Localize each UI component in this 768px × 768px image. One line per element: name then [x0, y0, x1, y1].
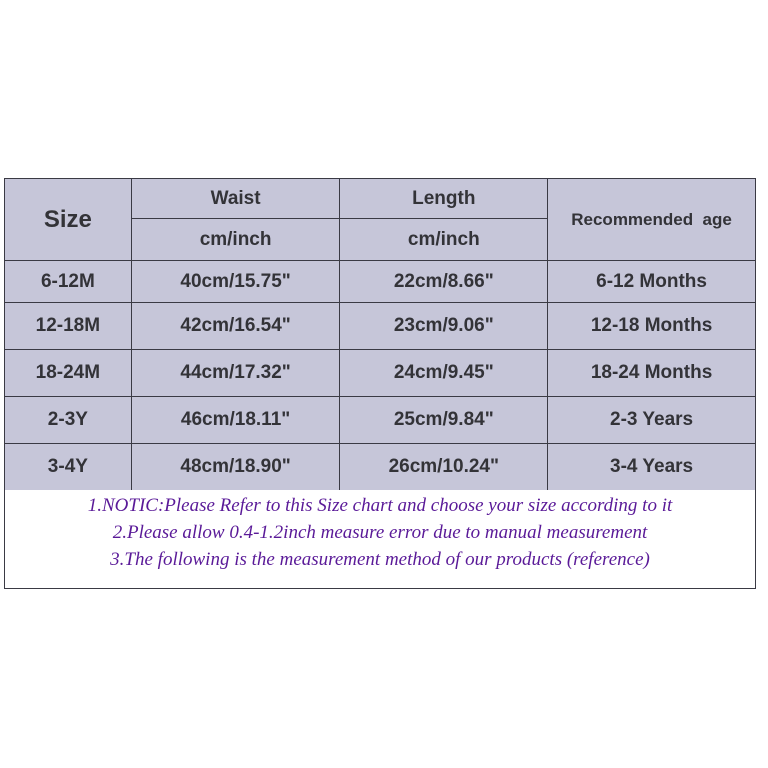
cell-length: 22cm/8.66": [339, 260, 549, 303]
cell-size: 6-12M: [4, 260, 132, 303]
table-row: 12-18M 42cm/16.54" 23cm/9.06" 12-18 Mont…: [4, 302, 756, 350]
note-1: 1.NOTIC:Please Refer to this Size chart …: [87, 495, 673, 516]
cell-length: 23cm/9.06": [339, 302, 549, 350]
cell-waist: 40cm/15.75": [130, 260, 341, 303]
cell-size: 3-4Y: [4, 443, 132, 491]
header-length-unit: cm/inch: [339, 218, 549, 261]
table-row: 18-24M 44cm/17.32" 24cm/9.45" 18-24 Mont…: [4, 349, 756, 397]
cell-length: 24cm/9.45": [339, 349, 549, 397]
header-length: Length: [339, 178, 549, 219]
note-3: 3.The following is the measurement metho…: [110, 549, 650, 570]
table-row: 3-4Y 48cm/18.90" 26cm/10.24" 3-4 Years: [4, 443, 756, 491]
note-2: 2.Please allow 0.4-1.2inch measure error…: [112, 522, 648, 543]
cell-waist: 46cm/18.11": [130, 396, 341, 444]
size-chart-table: Size Waist Length Recommended age cm/inc…: [4, 178, 756, 491]
cell-age: 18-24 Months: [547, 349, 756, 397]
header-size: Size: [4, 178, 132, 261]
cell-waist: 48cm/18.90": [130, 443, 341, 491]
header-waist-unit: cm/inch: [130, 218, 341, 261]
table-row: 2-3Y 46cm/18.11" 25cm/9.84" 2-3 Years: [4, 396, 756, 444]
header-waist: Waist: [130, 178, 341, 219]
header-row: Size Waist Length Recommended age: [4, 178, 756, 261]
cell-age: 12-18 Months: [547, 302, 756, 350]
notes-box: 1.NOTIC:Please Refer to this Size chart …: [4, 490, 756, 589]
cell-size: 12-18M: [4, 302, 132, 350]
cell-age: 3-4 Years: [547, 443, 756, 491]
cell-size: 2-3Y: [4, 396, 132, 444]
cell-age: 2-3 Years: [547, 396, 756, 444]
cell-waist: 42cm/16.54": [130, 302, 341, 350]
cell-length: 25cm/9.84": [339, 396, 549, 444]
cell-length: 26cm/10.24": [339, 443, 549, 491]
header-age: Recommended age: [547, 178, 756, 261]
cell-size: 18-24M: [4, 349, 132, 397]
cell-waist: 44cm/17.32": [130, 349, 341, 397]
cell-age: 6-12 Months: [547, 260, 756, 303]
table-row: 6-12M 40cm/15.75" 22cm/8.66" 6-12 Months: [4, 260, 756, 303]
header-unit-row: cm/inch cm/inch: [5, 218, 756, 261]
